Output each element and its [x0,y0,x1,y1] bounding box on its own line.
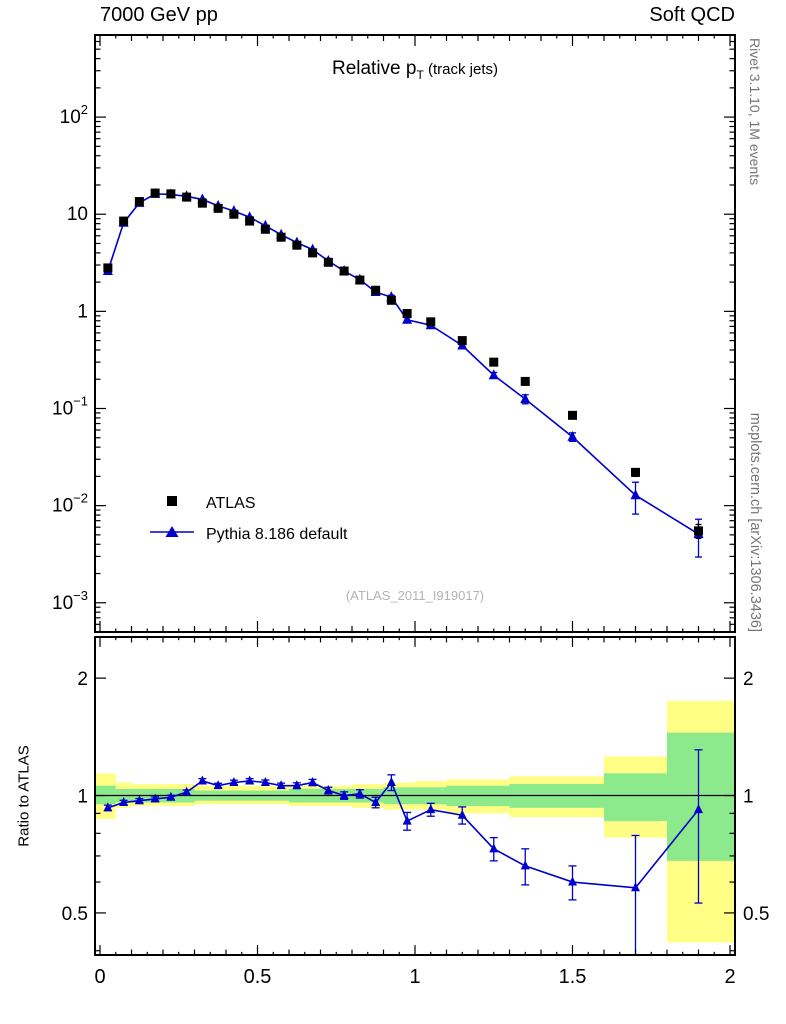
svg-text:1: 1 [77,787,88,808]
ratio-band-inner [95,732,735,861]
legend: ATLAS Pythia 8.186 default [148,488,347,550]
plot-title-prefix: Relative p [331,58,417,79]
ratio-series-pythia [103,749,703,956]
svg-text:0.5: 0.5 [743,904,769,925]
svg-text:1: 1 [409,966,420,988]
svg-text:2: 2 [743,669,754,690]
svg-text:0.5: 0.5 [62,904,88,925]
svg-text:2: 2 [77,669,88,690]
svg-text:10: 10 [67,204,88,225]
ratio-band-outer [95,700,735,943]
svg-text:10−3: 10−3 [52,588,88,614]
svg-text:2: 2 [724,966,735,988]
process-group-label: Soft QCD [649,4,735,26]
rivet-version-label: Rivet 3.1.10, 1M events [747,38,763,186]
legend-item-pythia: Pythia 8.186 default [148,519,347,550]
plot-title: Relative pT (track jets) [95,58,735,82]
svg-text:0: 0 [94,966,105,988]
legend-label-atlas: ATLAS [206,494,256,512]
plot-title-subscript: T [416,67,424,82]
svg-text:10−1: 10−1 [52,393,88,419]
svg-text:1.5: 1.5 [559,966,587,988]
main-series-atlas [103,188,703,540]
panel-frames [94,34,736,956]
mcplots-credit-label: mcplots.cern.ch [arXiv:1306.3436] [747,412,763,632]
legend-item-atlas: ATLAS [148,488,347,519]
ratio-axis-title: Ratio to ATLAS [15,745,33,847]
analysis-watermark: (ATLAS_2011_I919017) [345,588,485,603]
svg-text:0.5: 0.5 [244,966,272,988]
legend-label-pythia: Pythia 8.186 default [206,525,348,543]
axis-labels: 102 10 1 10−1 10−2 10−3 2 2 1 1 0.5 0.5 0 0.5 1 1.5 2 [52,102,769,988]
plot-title-suffix: (track jets) [423,61,499,78]
beam-energy-label: 7000 GeV pp [100,4,218,26]
svg-text:1: 1 [743,787,754,808]
svg-text:102: 102 [60,102,88,128]
svg-text:10−2: 10−2 [52,491,88,517]
atlas-square-marker-icon [148,493,196,514]
svg-text:1: 1 [77,301,88,322]
pythia-triangle-line-marker-icon [148,524,196,545]
